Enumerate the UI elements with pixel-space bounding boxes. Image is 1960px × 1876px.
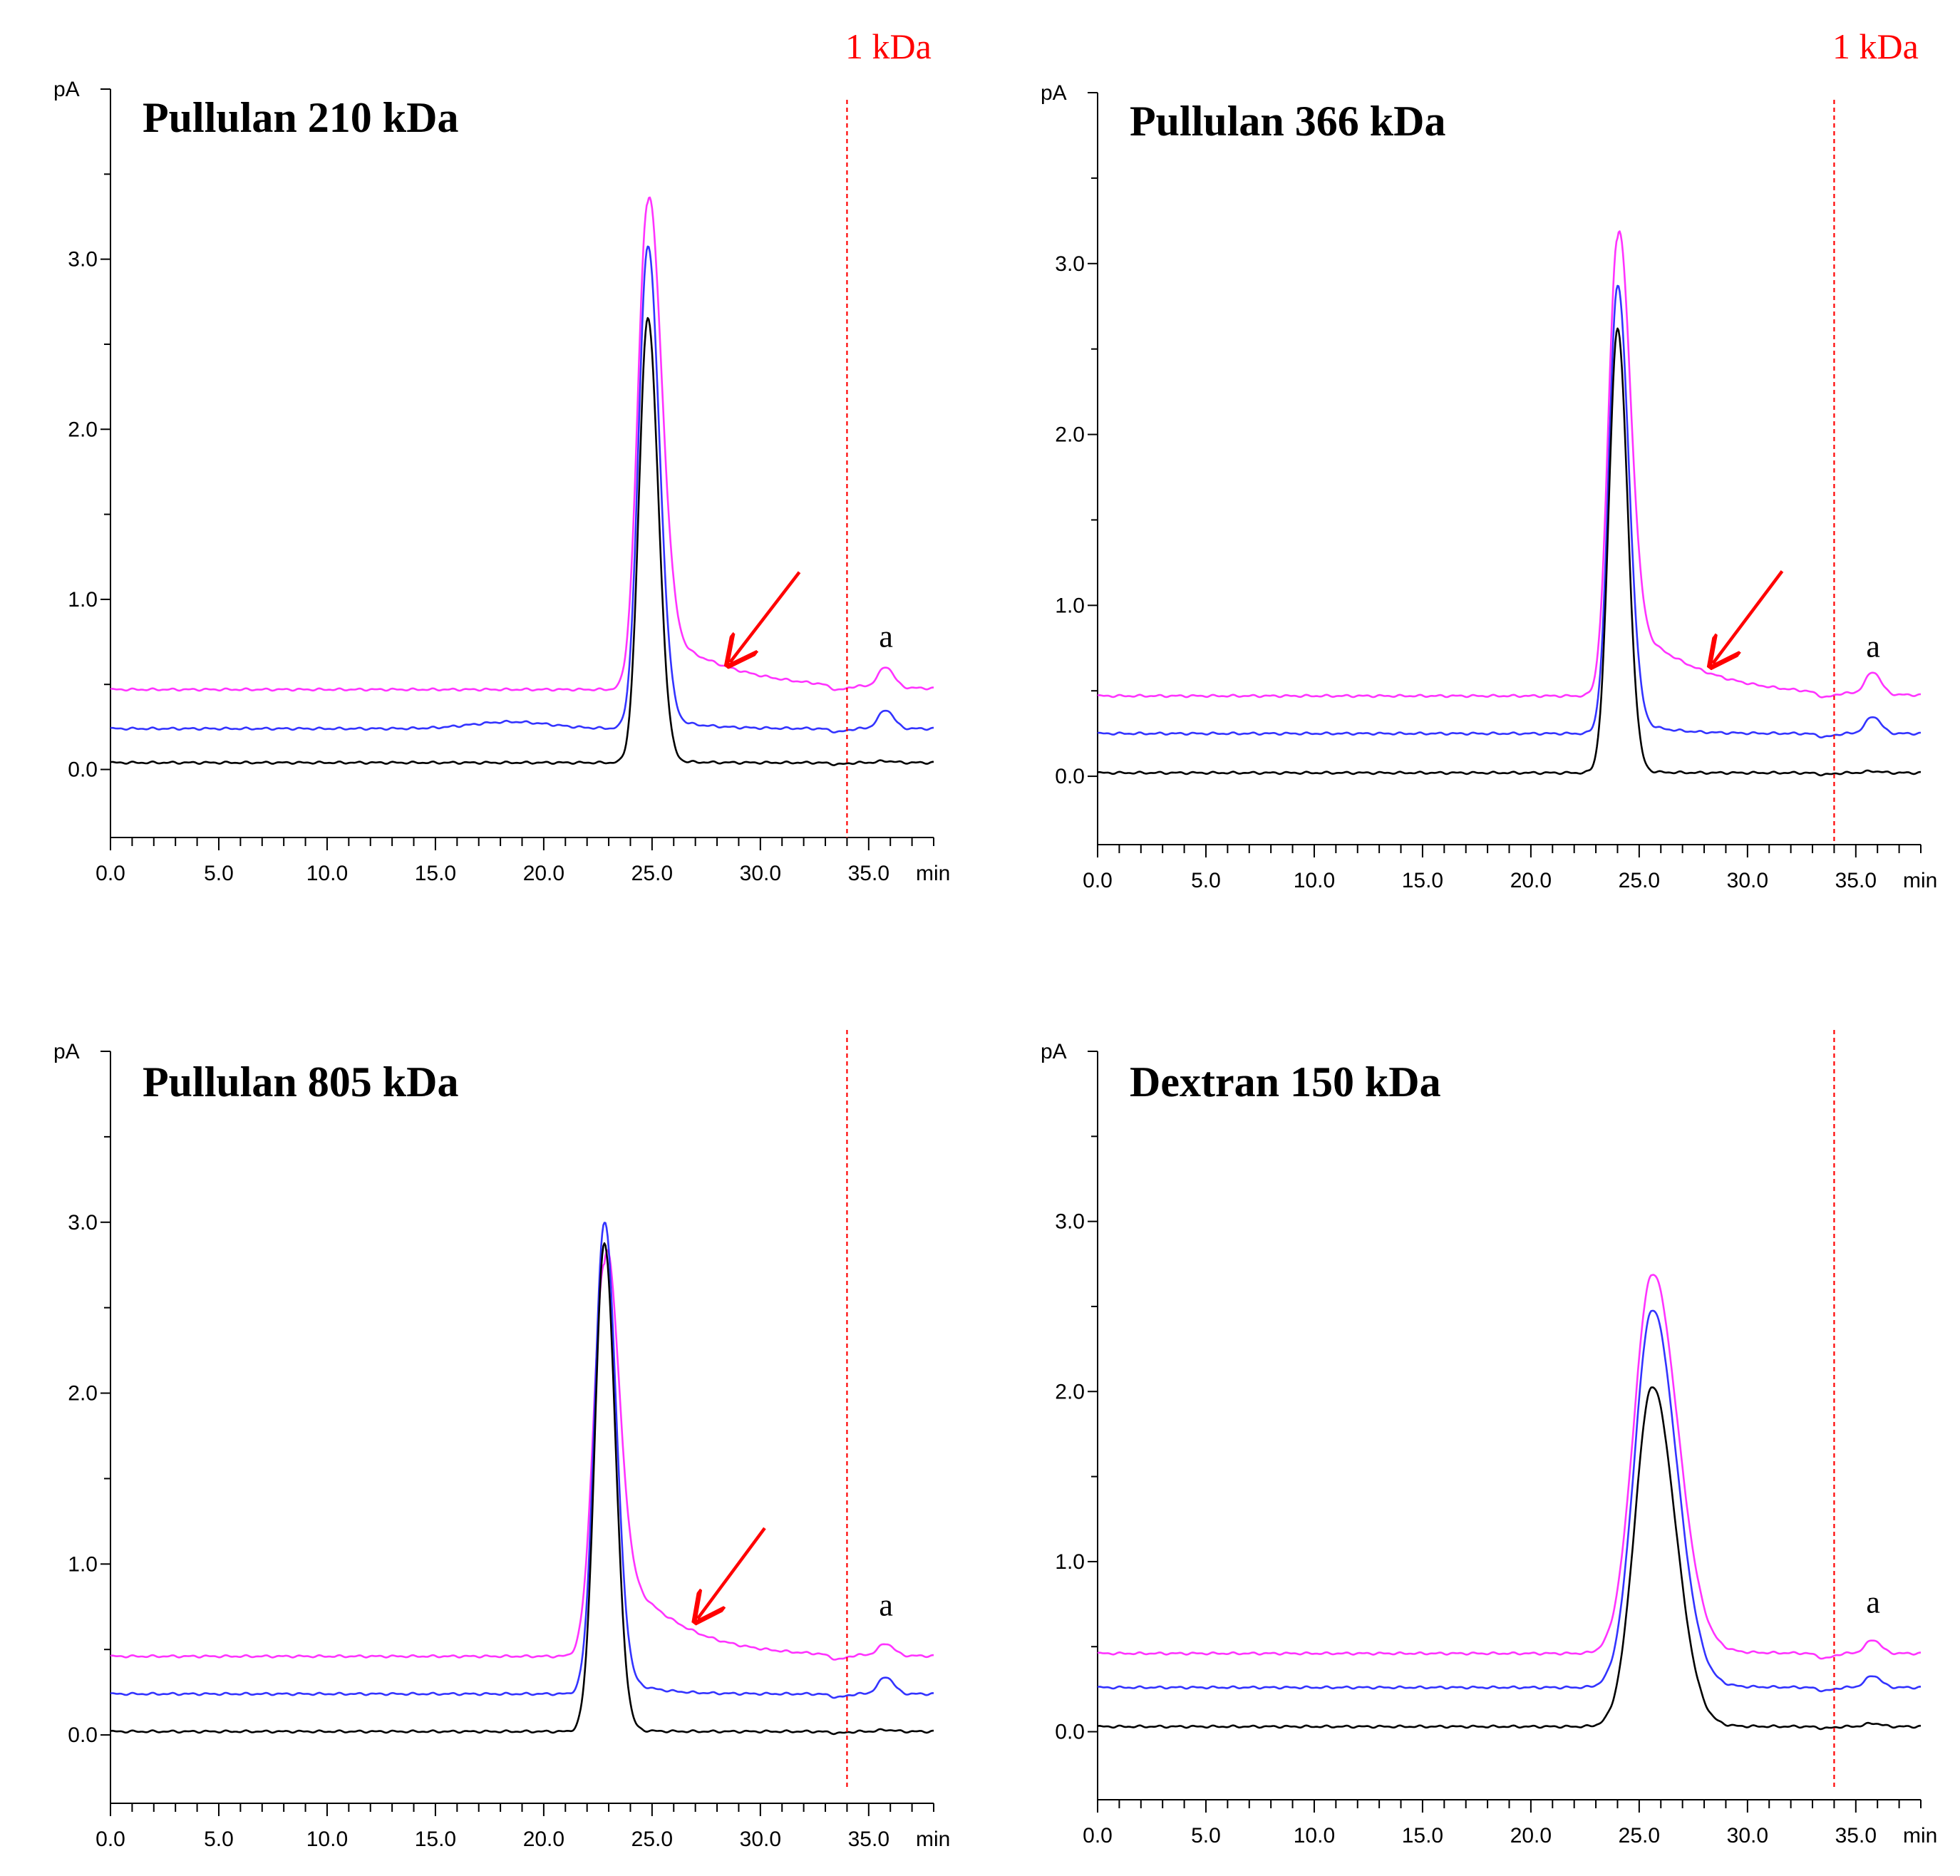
x-tick-label: 20.0 bbox=[1510, 1824, 1552, 1847]
x-tick-label: 5.0 bbox=[204, 1828, 234, 1851]
panel-axes: 0.0 1.0 2.0 3.0 0.0 5.0 10.0 15.0 20.0 25.0 30.0 35… bbox=[68, 1051, 934, 1851]
reference-line-label: 1 kDa bbox=[845, 26, 932, 66]
panel-axes: 0.0 1.0 2.0 3.0 0.0 5.0 10.0 15.0 20.0 25.0 30.0 35… bbox=[1055, 92, 1922, 892]
x-tick-label: 35.0 bbox=[848, 1828, 889, 1851]
panel-traces bbox=[110, 196, 934, 766]
x-tick-label: 10.0 bbox=[306, 862, 348, 885]
x-tick-label: 30.0 bbox=[1727, 1824, 1768, 1847]
peak-label-a: a bbox=[879, 619, 893, 654]
x-tick-label: 25.0 bbox=[1619, 869, 1660, 892]
x-tick-label: 30.0 bbox=[1727, 869, 1768, 892]
y-tick-label: 3.0 bbox=[68, 1211, 98, 1235]
x-axis-unit-label: min bbox=[1903, 869, 1937, 892]
x-axis-unit-label: min bbox=[916, 1828, 950, 1851]
x-tick-label: 20.0 bbox=[523, 1828, 564, 1851]
panel-pullulan-366: 0.0 1.0 2.0 3.0 0.0 5.0 10.0 15.0 20.0 25.0 30.0 35… bbox=[1041, 26, 1937, 892]
x-axis-unit-label: min bbox=[916, 862, 950, 885]
trace-black bbox=[1097, 327, 1922, 777]
peak-label-a: a bbox=[1866, 1585, 1880, 1620]
y-tick-label: 2.0 bbox=[1055, 1380, 1085, 1403]
x-tick-label: 0.0 bbox=[1083, 869, 1113, 892]
x-tick-label: 25.0 bbox=[1619, 1824, 1660, 1847]
x-tick-label: 20.0 bbox=[523, 862, 564, 885]
panel-title: Pullulan 366 kDa bbox=[1130, 98, 1445, 145]
panel-axes: 0.0 1.0 2.0 3.0 0.0 5.0 10.0 15.0 20.0 25.0 30.0 35… bbox=[68, 88, 934, 885]
x-tick-label: 5.0 bbox=[1191, 1824, 1221, 1847]
annotation-arrow bbox=[730, 571, 801, 662]
x-tick-label: 35.0 bbox=[848, 862, 889, 885]
x-tick-label: 35.0 bbox=[1835, 869, 1877, 892]
panel-axes: 0.0 1.0 2.0 3.0 0.0 5.0 10.0 15.0 20.0 25.0 30.0 35… bbox=[1055, 1051, 1922, 1847]
y-tick-label: 2.0 bbox=[1055, 423, 1085, 447]
peak-label-a: a bbox=[1866, 629, 1880, 664]
panel-dextran-150: 0.0 1.0 2.0 3.0 0.0 5.0 10.0 15.0 20.0 25.0 30.0 35… bbox=[1041, 1030, 1937, 1847]
panel-annotations: a bbox=[1713, 570, 1880, 664]
trace-magenta bbox=[1097, 1274, 1921, 1660]
y-tick-label: 1.0 bbox=[68, 1552, 98, 1576]
y-tick-label: 0.0 bbox=[68, 1723, 98, 1747]
y-tick-label: 1.0 bbox=[68, 588, 98, 612]
x-tick-label: 20.0 bbox=[1510, 869, 1552, 892]
y-tick-label: 2.0 bbox=[68, 418, 98, 441]
x-tick-label: 30.0 bbox=[740, 1828, 781, 1851]
trace-blue bbox=[110, 1222, 934, 1699]
y-tick-label: 3.0 bbox=[1055, 252, 1085, 276]
annotation-arrow bbox=[1713, 570, 1784, 663]
x-tick-label: 0.0 bbox=[1083, 1824, 1113, 1847]
x-tick-label: 15.0 bbox=[1402, 869, 1443, 892]
panel-pullulan-210: 0.0 1.0 2.0 3.0 0.0 5.0 10.0 15.0 20.0 25.0 30.0 35… bbox=[53, 26, 950, 885]
y-tick-label: 0.0 bbox=[1055, 765, 1085, 788]
trace-black bbox=[1097, 1386, 1922, 1731]
panel-traces bbox=[110, 1222, 934, 1736]
trace-magenta bbox=[110, 196, 934, 692]
x-tick-label: 5.0 bbox=[204, 862, 234, 885]
y-tick-label: 1.0 bbox=[1055, 1550, 1085, 1574]
x-tick-label: 30.0 bbox=[740, 862, 781, 885]
x-tick-label: 25.0 bbox=[631, 862, 673, 885]
y-axis-unit-label: pA bbox=[53, 78, 80, 101]
panel-annotations: a bbox=[698, 1527, 893, 1622]
trace-black bbox=[110, 316, 934, 766]
x-tick-label: 35.0 bbox=[1835, 1824, 1877, 1847]
x-tick-label: 25.0 bbox=[631, 1828, 673, 1851]
x-tick-label: 0.0 bbox=[96, 862, 125, 885]
panel-title: Pullulan 210 kDa bbox=[143, 94, 458, 141]
annotation-arrow bbox=[698, 1527, 766, 1619]
y-tick-label: 3.0 bbox=[1055, 1210, 1085, 1234]
x-tick-label: 10.0 bbox=[1294, 1824, 1335, 1847]
panel-traces bbox=[1097, 230, 1922, 777]
panel-annotations: a bbox=[730, 571, 893, 662]
x-tick-label: 15.0 bbox=[1402, 1824, 1443, 1847]
y-tick-label: 0.0 bbox=[1055, 1721, 1085, 1744]
panel-title: Dextran 150 kDa bbox=[1130, 1058, 1441, 1106]
trace-blue bbox=[1097, 1309, 1922, 1693]
x-tick-label: 0.0 bbox=[96, 1828, 125, 1851]
trace-black bbox=[110, 1242, 934, 1736]
x-tick-label: 10.0 bbox=[1294, 869, 1335, 892]
peak-label-a: a bbox=[879, 1587, 893, 1622]
y-tick-label: 0.0 bbox=[68, 758, 98, 782]
trace-blue bbox=[1097, 284, 1921, 738]
x-tick-label: 15.0 bbox=[415, 1828, 456, 1851]
y-axis-unit-label: pA bbox=[53, 1040, 80, 1063]
trace-magenta bbox=[110, 1249, 934, 1661]
panel-traces bbox=[1097, 1274, 1922, 1731]
x-tick-label: 10.0 bbox=[306, 1828, 348, 1851]
y-tick-label: 2.0 bbox=[68, 1382, 98, 1406]
x-tick-label: 15.0 bbox=[415, 862, 456, 885]
panel-pullulan-805: 0.0 1.0 2.0 3.0 0.0 5.0 10.0 15.0 20.0 25.0 30.0 35… bbox=[53, 1030, 950, 1851]
reference-line-label: 1 kDa bbox=[1832, 26, 1919, 66]
trace-blue bbox=[110, 245, 934, 733]
trace-magenta bbox=[1097, 230, 1921, 699]
y-axis-unit-label: pA bbox=[1041, 1040, 1067, 1063]
y-tick-label: 3.0 bbox=[68, 248, 98, 272]
y-axis-unit-label: pA bbox=[1041, 81, 1067, 105]
x-axis-unit-label: min bbox=[1903, 1824, 1937, 1847]
panel-title: Pullulan 805 kDa bbox=[143, 1058, 458, 1106]
y-tick-label: 1.0 bbox=[1055, 594, 1085, 617]
panel-annotations: a bbox=[1866, 1585, 1880, 1620]
x-tick-label: 5.0 bbox=[1191, 869, 1221, 892]
